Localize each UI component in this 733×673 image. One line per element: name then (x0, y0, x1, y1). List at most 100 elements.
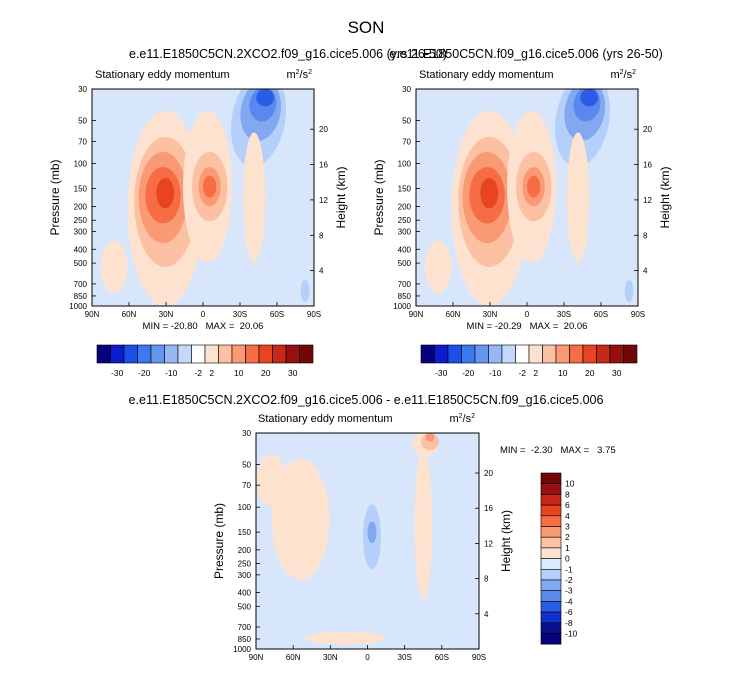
min-max-stats: MIN = -2.30 MAX = 3.75 (500, 445, 616, 456)
x-tick-label: 90S (307, 310, 321, 319)
colorbar-tick-label: 10 (565, 479, 575, 489)
y-tick-label: 400 (74, 245, 88, 254)
x-tick-label: 30S (557, 310, 571, 319)
x-tick-label: 30N (483, 310, 498, 319)
x-tick-label: 30S (398, 653, 412, 662)
x-tick-label: 60S (270, 310, 284, 319)
y-tick-label: 500 (74, 259, 88, 268)
colorbar-tick-label: -6 (565, 607, 573, 617)
y-tick-label: 50 (78, 117, 87, 126)
y2-axis-title: Height (km) (658, 166, 672, 228)
colorbar-swatch (245, 344, 260, 364)
contour-region-pos3 (425, 433, 435, 442)
y-tick-label: 30 (78, 85, 87, 94)
x-tick-label: 0 (201, 310, 206, 319)
x-tick-label: 90S (631, 310, 645, 319)
x-tick-label: 0 (365, 653, 370, 662)
colorbar-tick-label: 20 (261, 368, 271, 378)
x-tick-label: 60N (446, 310, 461, 319)
y2-tick-label: 20 (319, 125, 328, 134)
colorbar-swatch (596, 344, 611, 364)
units-mid: /s (463, 413, 472, 425)
y-tick-label: 100 (74, 160, 88, 169)
panel-left-label: Stationary eddy momentum (419, 69, 554, 81)
contour-region-neg3 (367, 521, 377, 544)
colorbar-tick-label: -10 (165, 368, 178, 378)
colorbar-swatch (540, 494, 562, 506)
colorbar-swatch (461, 344, 476, 364)
y-tick-label: 1000 (233, 645, 251, 654)
colorbar-swatch (177, 344, 192, 364)
colorbar-swatch (540, 590, 562, 602)
units-base: m (610, 69, 619, 81)
colorbar-swatch (447, 344, 462, 364)
y-tick-label: 400 (398, 245, 412, 254)
colorbar-swatch (110, 344, 125, 364)
contour-field (92, 89, 314, 306)
colorbar-control: -30 -20 -10 -2 2 10 20 30 (420, 344, 638, 378)
y-tick-label: 850 (398, 292, 412, 301)
y-tick-label: 50 (402, 117, 411, 126)
colorbar-swatch (569, 344, 584, 364)
colorbar-tick-label: -2 (194, 368, 202, 378)
colorbar-swatch (164, 344, 179, 364)
y-tick-label: 150 (398, 185, 412, 194)
y-tick-label: 850 (74, 292, 88, 301)
colorbar-tick-label: -20 (462, 368, 475, 378)
units-sup: 2 (296, 69, 300, 76)
contour-field (256, 433, 479, 649)
y2-tick-label: 12 (319, 196, 328, 205)
y2-tick-label: 20 (643, 125, 652, 134)
y2-tick-label: 8 (643, 231, 648, 240)
colorbar-tick-label: 8 (565, 489, 570, 499)
figure-title: SON (348, 18, 385, 37)
y-tick-label: 70 (78, 137, 87, 146)
contour-region-neg1 (92, 110, 125, 276)
y2-tick-label: 12 (643, 196, 652, 205)
y2-tick-label: 4 (484, 610, 489, 619)
contour-region-pos1 (414, 448, 433, 600)
y2-axis-title: Height (km) (334, 166, 348, 228)
units-base: m (286, 69, 295, 81)
colorbar-swatch (540, 558, 562, 570)
contour-region-pos1 (305, 631, 386, 645)
y-tick-label: 30 (242, 429, 251, 438)
colorbar-swatch (488, 344, 503, 364)
colorbar-swatch (582, 344, 597, 364)
y-axis-title: Pressure (mb) (48, 159, 62, 235)
contour-region-pos1 (424, 240, 452, 293)
colorbar-swatch (474, 344, 489, 364)
colorbar-swatch (231, 344, 246, 364)
panel-difference: e.e11.E1850C5CN.2XCO2.f09_g16.cice5.006 … (129, 393, 616, 662)
colorbar-swatch (272, 344, 287, 364)
x-tick-label: 60S (594, 310, 608, 319)
colorbar-swatch (540, 622, 562, 634)
y2-tick-label: 20 (484, 469, 493, 478)
panel-title: e.e11.E1850C5CN.f09_g16.cice5.006 (yrs 2… (389, 47, 663, 61)
y2-tick-label: 16 (484, 504, 493, 513)
y-axis-title: Pressure (mb) (212, 503, 226, 579)
contour-field (416, 89, 638, 306)
colorbar-swatch (540, 601, 562, 613)
y-tick-label: 700 (238, 623, 252, 632)
y-tick-label: 250 (398, 216, 412, 225)
units-sup: 2 (459, 413, 463, 420)
colorbar-swatch (258, 344, 273, 364)
units-sup: 2 (620, 69, 624, 76)
contour-region-neg1 (436, 443, 477, 639)
colorbar-tick-label: 3 (565, 522, 570, 532)
colorbar-swatch (540, 515, 562, 527)
x-tick-label: 30N (323, 653, 338, 662)
colorbar-swatch (542, 344, 557, 364)
colorbar-tick-label: -30 (111, 368, 124, 378)
contour-region-neg2 (300, 279, 310, 302)
y-tick-label: 250 (74, 216, 88, 225)
colorbar-tick-label: 4 (565, 511, 570, 521)
colorbar-tick-label: 6 (565, 500, 570, 510)
colorbar-swatch (540, 568, 562, 581)
contour-region-neg1 (416, 110, 449, 276)
units-sup: 2 (471, 413, 475, 420)
contour-region-pos1 (242, 132, 266, 263)
contour-region-neg2 (624, 279, 634, 302)
